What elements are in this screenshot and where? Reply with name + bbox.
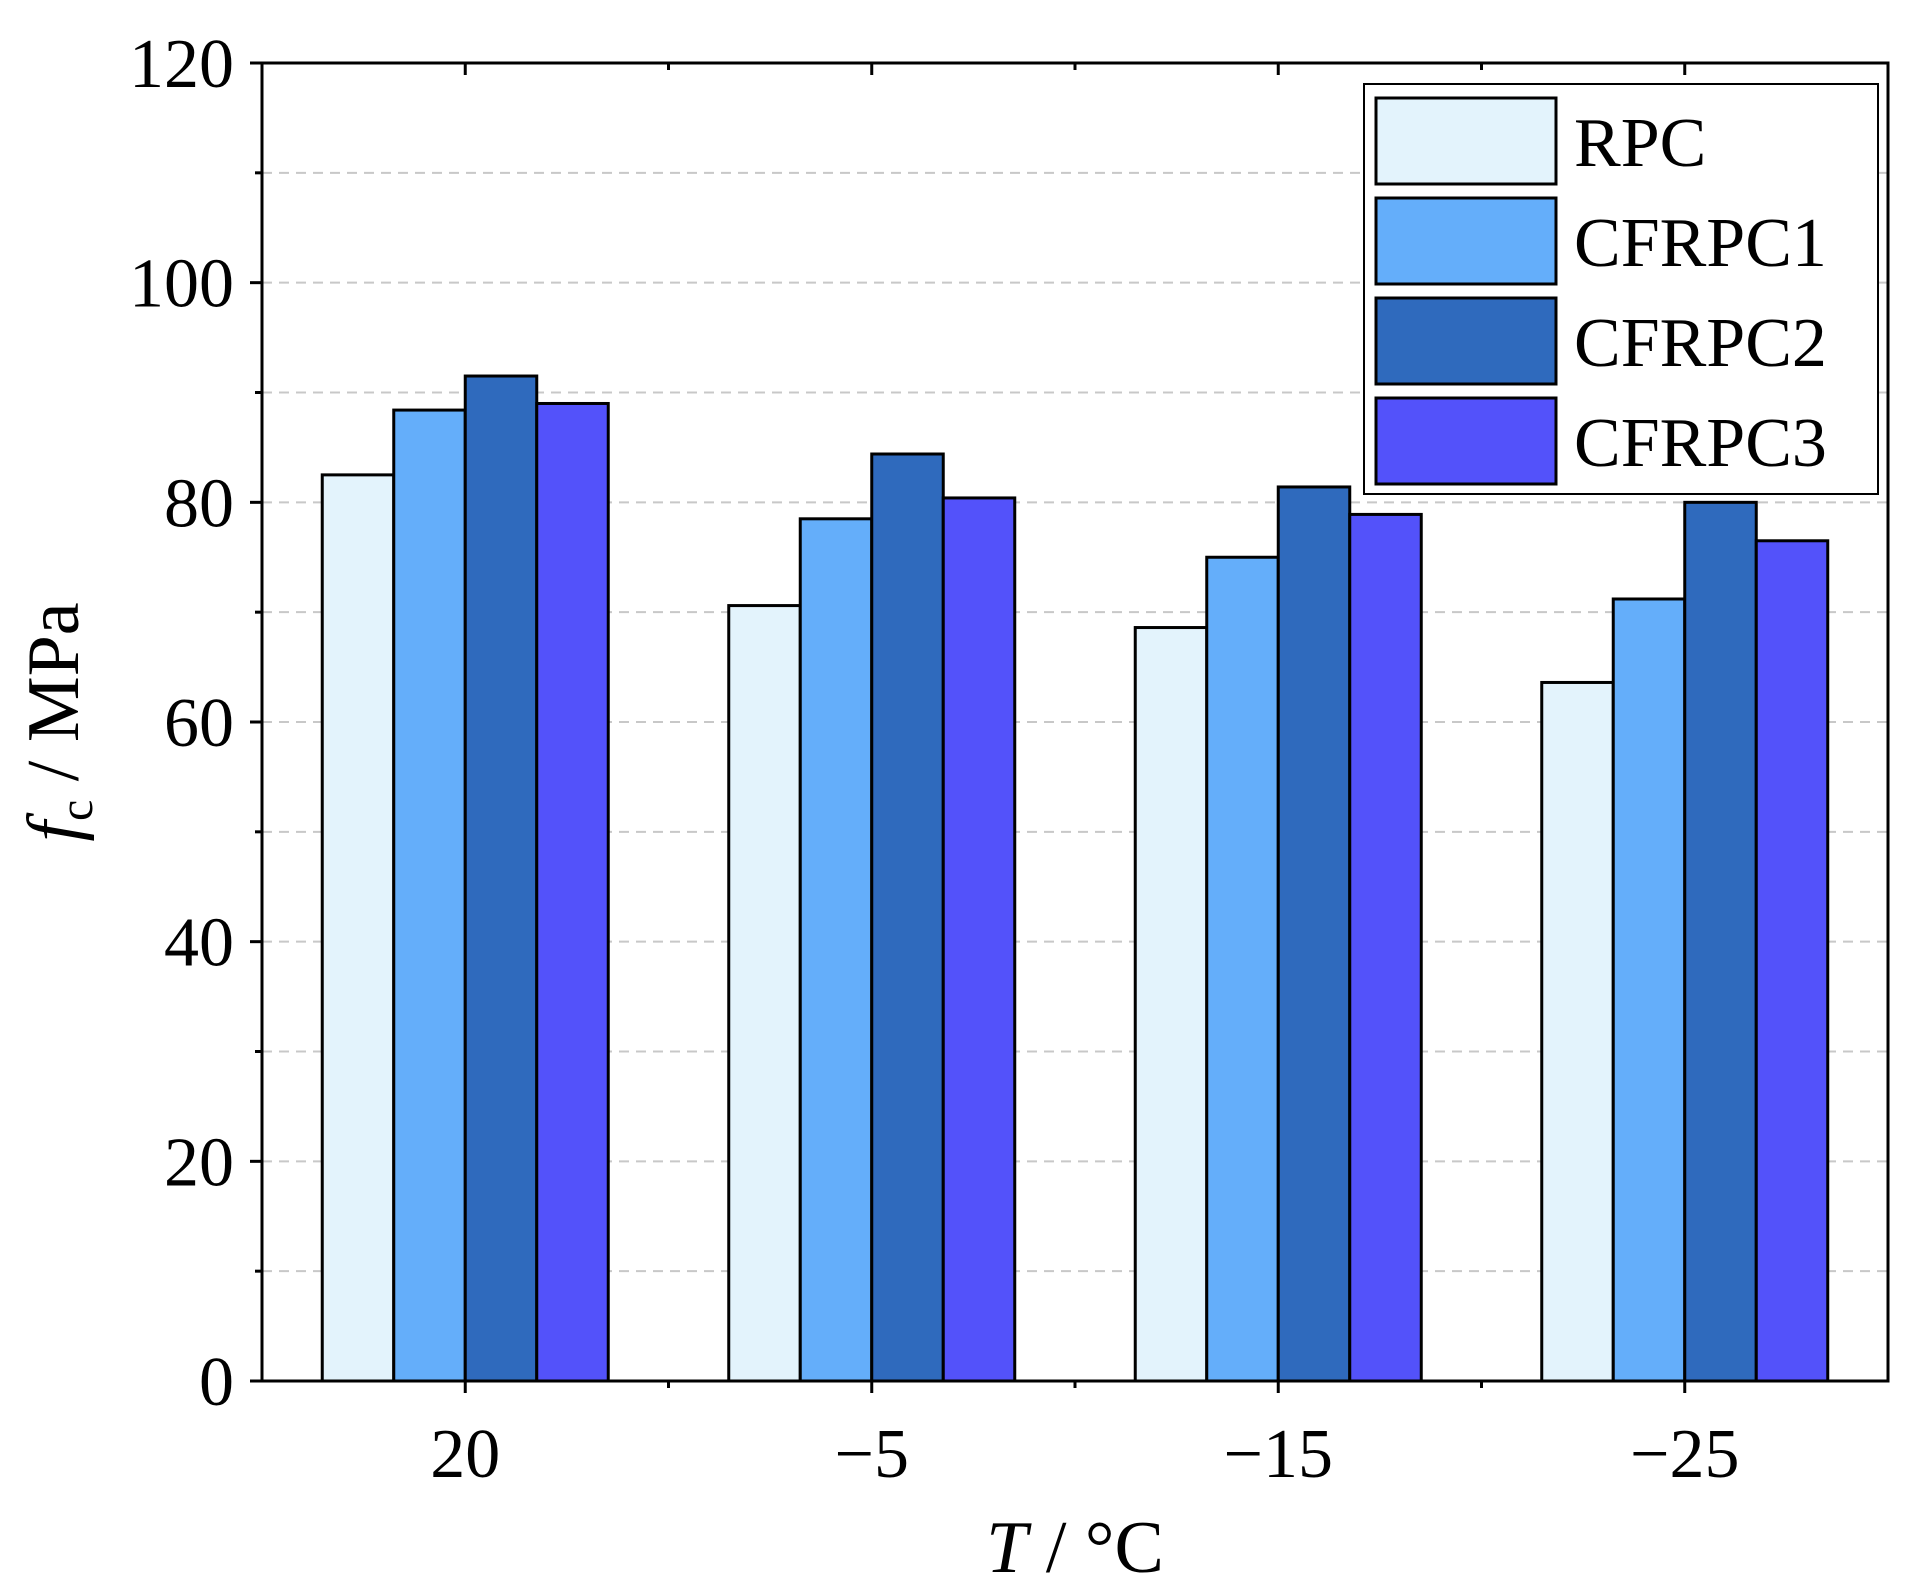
bar-cfrpc2 (1276, 485, 1352, 1383)
bar-cfrpc3 (941, 496, 1017, 1383)
legend-swatch-rpc (1374, 96, 1558, 186)
legend: RPC CFRPC1 CFRPC2 CFRPC3 (1363, 83, 1879, 495)
x-tick-label: 20 (430, 1416, 500, 1493)
bar-cfrpc3 (1754, 539, 1830, 1383)
bar-cfrpc2 (870, 452, 945, 1383)
y-tick-label: 0 (199, 1344, 234, 1421)
legend-label-cfrpc1: CFRPC1 (1574, 205, 1827, 282)
x-axis-symbol: T (986, 1507, 1032, 1586)
bar-cfrpc1 (392, 408, 467, 1383)
y-tick-label: 20 (164, 1124, 234, 1201)
y-tick-label: 80 (164, 465, 234, 542)
bar-cfrpc3 (1348, 512, 1423, 1383)
bar-cfrpc2 (1683, 500, 1758, 1383)
bar-cfrpc1 (798, 517, 874, 1383)
y-tick-label: 40 (164, 905, 234, 982)
bar-rpc (1133, 626, 1209, 1383)
y-tick-label: 100 (129, 246, 234, 323)
bars (320, 374, 1830, 1383)
legend-swatch-cfrpc2 (1374, 296, 1558, 386)
bar-rpc (1540, 680, 1615, 1383)
bar-cfrpc2 (463, 374, 539, 1383)
bar-cfrpc1 (1205, 555, 1280, 1383)
x-tick-label: −5 (835, 1416, 909, 1493)
legend-swatch-cfrpc1 (1374, 196, 1558, 286)
x-axis-unit: / °C (1027, 1507, 1164, 1586)
y-axis-subscript: c (50, 800, 103, 821)
x-tick-label: −25 (1630, 1416, 1739, 1493)
bar-cfrpc3 (535, 401, 610, 1383)
bar-rpc (727, 604, 802, 1383)
bar-cfrpc1 (1611, 597, 1687, 1383)
y-axis-unit: / MPa (13, 602, 95, 799)
x-tick-label: −15 (1224, 1416, 1333, 1493)
y-tick-label: 60 (164, 685, 234, 762)
legend-label-cfrpc2: CFRPC2 (1574, 305, 1827, 382)
y-tick-label: 120 (129, 26, 234, 103)
legend-label-cfrpc3: CFRPC3 (1574, 405, 1827, 482)
legend-swatch-cfrpc3 (1374, 396, 1558, 486)
y-axis-label: fc / MPa (13, 602, 103, 841)
bar-rpc (320, 473, 396, 1383)
legend-label-rpc: RPC (1574, 105, 1706, 182)
axis-ticks: 0 20 40 60 80 100 120 20 −5 −15 −25 (129, 26, 1739, 1493)
x-axis-label: T / °C (986, 1507, 1164, 1586)
